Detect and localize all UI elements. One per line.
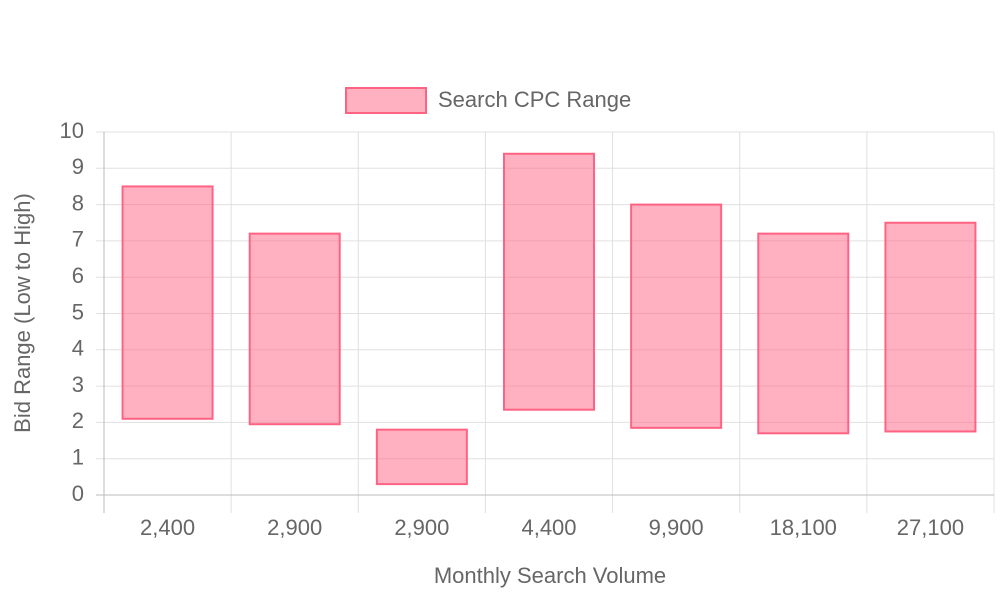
bar: [503, 152, 595, 411]
y-tick-label: 1: [72, 445, 84, 470]
legend-label: Search CPC Range: [438, 87, 631, 112]
x-tick-label: 27,100: [897, 515, 964, 540]
y-tick-label: 7: [72, 227, 84, 252]
y-tick-label: 3: [72, 372, 84, 397]
bar: [884, 221, 977, 433]
x-tick-label: 18,100: [770, 515, 837, 540]
y-tick-label: 6: [72, 263, 84, 288]
y-tick-label: 10: [60, 118, 84, 143]
y-tick-label: 9: [72, 154, 84, 179]
bar: [630, 203, 723, 429]
y-tick-label: 2: [72, 408, 84, 433]
y-tick-label: 8: [72, 190, 84, 215]
legend-swatch: [345, 87, 427, 114]
bar: [248, 232, 341, 426]
y-tick-label: 4: [72, 336, 84, 361]
x-tick-label: 4,400: [521, 515, 576, 540]
y-tick-label: 0: [72, 481, 84, 506]
x-tick-label: 2,900: [267, 515, 322, 540]
x-tick-label: 2,900: [394, 515, 449, 540]
bar: [757, 232, 850, 435]
bar: [375, 428, 468, 486]
x-tick-label: 9,900: [649, 515, 704, 540]
y-tick-label: 5: [72, 299, 84, 324]
x-tick-label: 2,400: [140, 515, 195, 540]
x-axis-title: Monthly Search Volume: [434, 563, 666, 588]
y-axis-title: Bid Range (Low to High): [10, 193, 35, 433]
bar: [121, 185, 214, 420]
